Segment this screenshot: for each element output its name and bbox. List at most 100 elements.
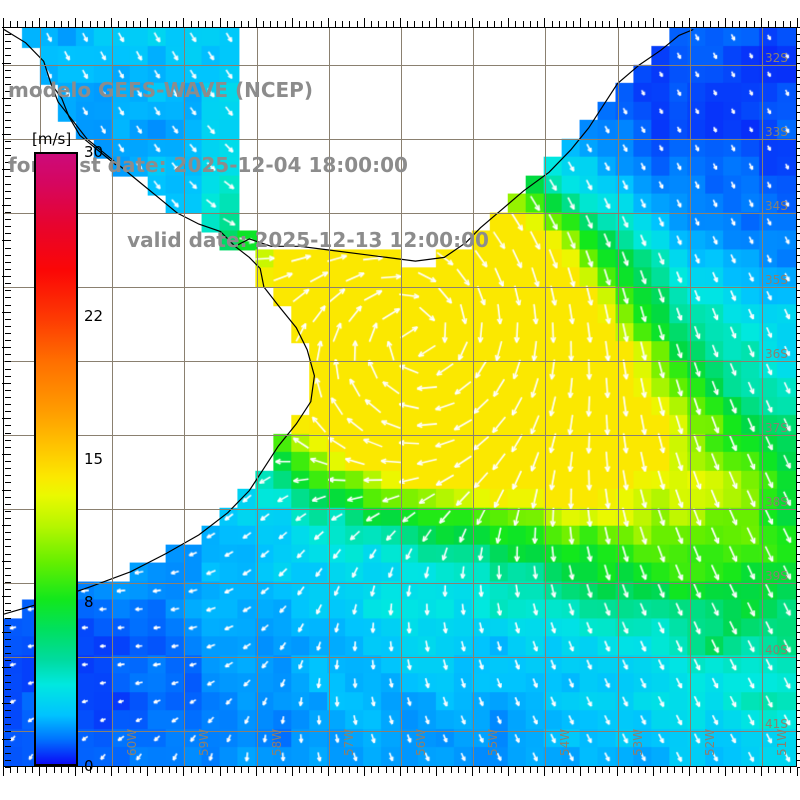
axis-tick — [162, 21, 163, 27]
axis-tick — [5, 84, 11, 85]
axis-tick — [689, 767, 690, 776]
axis-tick — [248, 767, 249, 773]
axis-tick — [162, 767, 163, 773]
axis-tick — [270, 21, 271, 27]
axis-tick — [5, 475, 11, 476]
gridline-horizontal — [4, 509, 796, 510]
colorbar — [34, 152, 78, 766]
axis-tick — [797, 589, 800, 590]
axis-tick — [2, 169, 11, 170]
axis-tick — [2, 739, 11, 740]
axis-tick — [797, 27, 800, 28]
axis-tick — [25, 767, 26, 773]
axis-tick — [191, 21, 192, 27]
axis-tick — [797, 297, 800, 298]
axis-tick — [797, 554, 800, 555]
axis-tick — [797, 333, 800, 334]
axis-tick — [653, 18, 654, 27]
axis-tick — [277, 767, 278, 773]
axis-tick — [797, 639, 800, 640]
axis-tick — [118, 767, 119, 773]
axis-tick — [797, 731, 800, 732]
axis-tick — [754, 767, 755, 773]
axis-tick — [378, 767, 379, 773]
axis-tick — [797, 369, 800, 370]
axis-tick — [797, 41, 800, 42]
axis-tick — [530, 21, 531, 27]
axis-tick — [429, 767, 430, 773]
axis-tick — [2, 561, 11, 562]
axis-tick — [256, 18, 257, 27]
longitude-label: 52W — [702, 728, 717, 756]
longitude-label: 57W — [341, 728, 356, 756]
axis-tick — [746, 767, 747, 773]
axis-tick — [797, 717, 800, 718]
axis-tick — [61, 21, 62, 27]
colorbar-unit-label: [m/s] — [32, 130, 72, 148]
axis-tick — [3, 767, 4, 776]
axis-tick — [797, 525, 800, 526]
axis-tick — [797, 739, 800, 740]
axis-tick — [732, 21, 733, 27]
axis-tick — [5, 575, 11, 576]
gridline-horizontal — [4, 657, 796, 658]
axis-tick — [797, 610, 800, 611]
axis-tick — [133, 767, 134, 773]
axis-tick — [797, 546, 800, 547]
axis-tick — [357, 21, 358, 27]
axis-tick — [487, 21, 488, 27]
axis-tick — [5, 425, 11, 426]
axis-tick — [270, 767, 271, 773]
axis-tick — [537, 21, 538, 27]
axis-tick — [183, 18, 184, 27]
axis-tick — [602, 21, 603, 27]
map-plot-area: 61W60W59W58W57W56W55W54W53W52W51W 32S33S… — [3, 27, 797, 767]
axis-tick — [595, 21, 596, 27]
axis-tick — [797, 746, 800, 747]
axis-tick — [104, 21, 105, 27]
axis-tick — [97, 767, 98, 773]
axis-tick — [797, 753, 800, 754]
axis-tick — [797, 468, 800, 469]
axis-tick — [371, 21, 372, 27]
axis-tick — [588, 21, 589, 27]
axis-tick — [414, 21, 415, 27]
axis-tick — [3, 18, 4, 27]
axis-tick — [5, 148, 11, 149]
axis-tick — [797, 176, 800, 177]
axis-tick — [797, 112, 800, 113]
axis-tick — [725, 767, 726, 776]
colorbar-gradient — [34, 152, 78, 766]
axis-tick — [797, 34, 800, 35]
axis-tick — [797, 248, 800, 249]
axis-tick — [544, 18, 545, 27]
axis-tick — [797, 632, 800, 633]
axis-tick — [710, 21, 711, 27]
axis-tick — [508, 767, 509, 776]
latitude-label: 38S — [765, 495, 788, 509]
axis-tick — [797, 433, 800, 434]
axis-tick — [357, 767, 358, 773]
axis-tick — [263, 767, 264, 773]
axis-tick — [285, 21, 286, 27]
colorbar-tick-label: 22 — [84, 306, 104, 325]
axis-tick — [349, 21, 350, 27]
axis-tick — [797, 212, 800, 213]
gridline-vertical — [473, 28, 474, 766]
axis-tick — [2, 418, 11, 419]
axis-tick — [5, 497, 11, 498]
axis-tick — [5, 70, 11, 71]
axis-tick — [256, 767, 257, 776]
axis-tick — [797, 77, 800, 78]
axis-tick — [703, 21, 704, 27]
axis-tick — [364, 18, 365, 27]
axis-tick — [761, 767, 762, 776]
axis-tick — [378, 21, 379, 27]
axis-tick — [797, 340, 800, 341]
latitude-label: 40S — [765, 643, 788, 657]
gridline-horizontal — [4, 65, 796, 66]
axis-tick — [5, 518, 11, 519]
axis-tick — [624, 767, 625, 773]
axis-tick — [797, 710, 800, 711]
axis-tick — [501, 21, 502, 27]
